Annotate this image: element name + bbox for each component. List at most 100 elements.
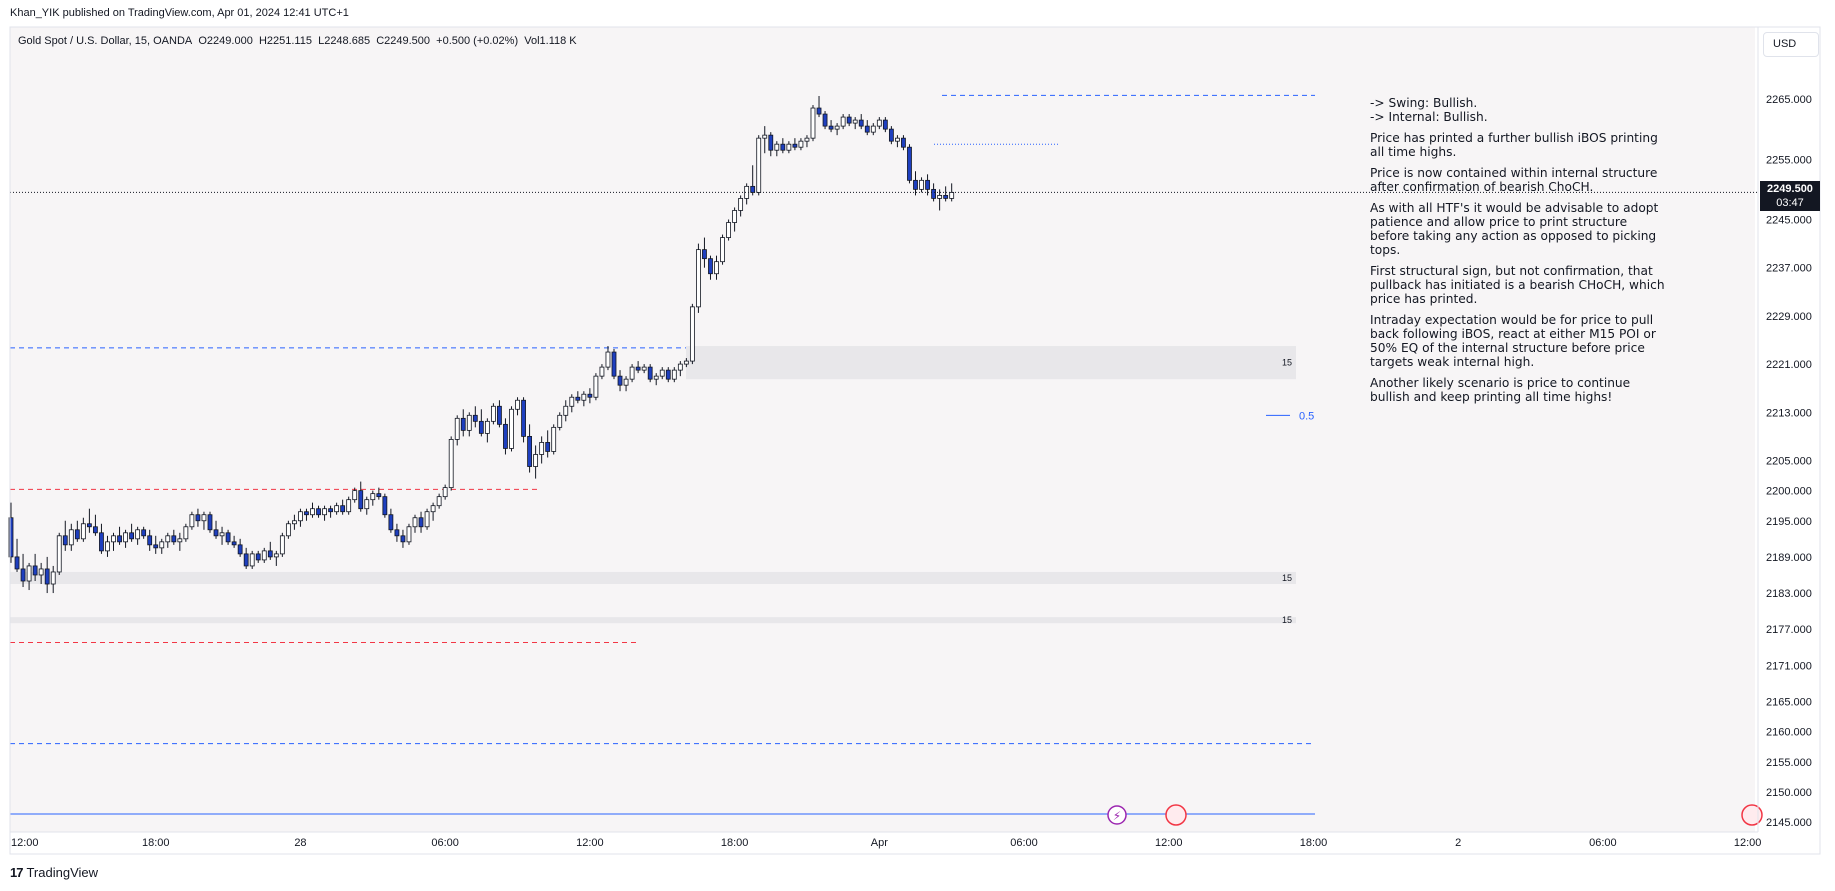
candle — [165, 532, 171, 548]
candle-body-up — [436, 496, 442, 507]
price-axis-label: 2245.000 — [1766, 215, 1812, 227]
candle-body-up — [123, 532, 128, 543]
candle — [888, 126, 894, 145]
candle — [756, 135, 762, 196]
analysis-line: Another likely scenario is price to cont… — [1370, 376, 1631, 390]
candle — [189, 511, 195, 530]
candle-body-up — [454, 417, 460, 440]
candle-body-up — [177, 538, 183, 543]
candle-body-down — [472, 414, 478, 422]
candle-body-up — [68, 529, 74, 546]
candle-body-up — [774, 143, 780, 151]
candle — [195, 508, 201, 527]
candle — [255, 550, 261, 563]
candle — [68, 523, 74, 551]
analysis-text-note[interactable]: -> Swing: Bullish. -> Internal: Bullish. P… — [1370, 96, 1700, 404]
candle-body-up — [557, 414, 563, 428]
volume-value: Vol1.118 K — [524, 35, 577, 47]
candle-body-up — [490, 405, 496, 422]
candle-body-up — [852, 119, 858, 124]
analysis-line: after confirmation of bearish ChoCH. — [1370, 180, 1594, 194]
candle — [273, 550, 279, 566]
time-axis-label: 06:00 — [431, 837, 459, 849]
analysis-line: back following iBOS, react at either M15… — [1370, 327, 1656, 341]
candle-body-down — [213, 529, 219, 537]
candle — [267, 541, 273, 560]
candle — [129, 523, 135, 542]
candle — [418, 511, 424, 533]
analysis-line: all time highs. — [1370, 145, 1457, 159]
candle-body-up — [876, 119, 882, 127]
candle — [201, 511, 207, 530]
candle-body-up — [551, 426, 557, 452]
us-flag-event-icon — [1165, 804, 1187, 826]
candle-body-up — [412, 517, 418, 528]
candle — [593, 373, 599, 401]
candle — [720, 234, 725, 265]
analysis-line: tops. — [1370, 243, 1401, 257]
candle-body-up — [279, 535, 285, 555]
candle-body-down — [328, 508, 333, 513]
candle — [846, 114, 852, 127]
price-axis-label: 2155.000 — [1766, 757, 1812, 769]
candle-body-down — [943, 194, 949, 199]
currency-button[interactable]: USD — [1763, 32, 1819, 57]
candle — [364, 496, 370, 515]
candle-body-up — [56, 535, 62, 573]
candle-body-up — [569, 396, 575, 407]
fib-level-label: 0.5 — [1299, 410, 1314, 422]
candle — [147, 529, 153, 551]
candle-body-down — [74, 529, 80, 540]
candle-body-up — [895, 137, 900, 142]
candle-body-down — [575, 396, 581, 401]
candle-body-down — [828, 125, 834, 130]
price-axis-label: 2165.000 — [1766, 697, 1812, 709]
candle-body-down — [195, 514, 201, 522]
candle-body-down — [86, 523, 92, 528]
candle — [304, 508, 309, 521]
analysis-line: 50% EQ of the internal structure before … — [1370, 341, 1645, 355]
candle — [581, 391, 587, 407]
candle — [400, 529, 406, 548]
candle — [623, 376, 629, 392]
candle — [340, 499, 346, 515]
poi-zone — [10, 571, 1296, 585]
candle-body-up — [442, 487, 448, 498]
candle-body-up — [484, 420, 490, 434]
symbol-name[interactable]: Gold Spot / U.S. Dollar, 15, OANDA — [18, 35, 193, 47]
candle-body-down — [376, 493, 382, 498]
candle — [611, 349, 617, 380]
published-header: Khan_YIK published on TradingView.com, A… — [10, 7, 349, 19]
candle-body-down — [617, 375, 623, 386]
candle — [521, 397, 526, 443]
candle — [647, 364, 653, 383]
candle-body-down — [587, 393, 593, 398]
candle-body-up — [310, 508, 315, 516]
candle — [26, 562, 32, 591]
candle-body-down — [858, 119, 864, 127]
candle — [828, 120, 834, 133]
price-axis-label: 2183.000 — [1766, 588, 1812, 600]
candle — [177, 532, 183, 551]
candle — [919, 177, 924, 193]
candle — [80, 517, 86, 542]
candle — [780, 138, 786, 154]
us-flag-event-icon — [1741, 804, 1763, 826]
candle — [50, 565, 56, 594]
candle — [937, 189, 943, 211]
candle-body-up — [111, 535, 116, 543]
candle — [243, 547, 249, 569]
candle-body-up — [720, 237, 725, 263]
candle — [575, 391, 581, 404]
candle-body-up — [762, 134, 768, 139]
candle — [870, 123, 876, 136]
analysis-gap — [1370, 159, 1700, 166]
candle — [292, 514, 297, 530]
candle — [527, 424, 532, 473]
tradingview-logo-icon: 17 — [10, 865, 24, 880]
candle — [105, 535, 110, 557]
candle-body-up — [599, 366, 605, 377]
candle — [219, 526, 225, 545]
candle — [834, 123, 840, 136]
